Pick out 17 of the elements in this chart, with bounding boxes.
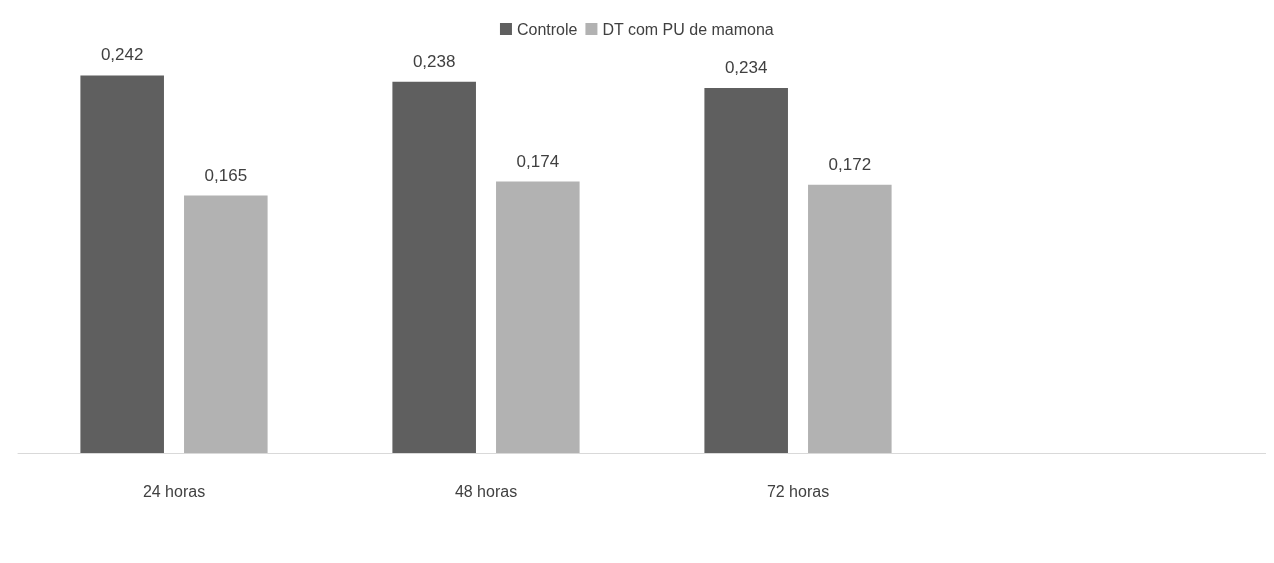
bar xyxy=(80,75,164,453)
bar xyxy=(184,195,268,453)
legend-label: DT com PU de mamona xyxy=(602,20,774,38)
bar xyxy=(392,81,476,453)
x-tick-label: 72 horas xyxy=(766,482,830,500)
data-label: 0,242 xyxy=(100,45,144,65)
x-tick-label: 48 horas xyxy=(454,482,518,500)
data-label: 0,238 xyxy=(412,51,456,71)
data-label: 0,165 xyxy=(204,165,248,185)
bar xyxy=(496,181,580,453)
bar xyxy=(704,87,788,453)
bar xyxy=(808,184,892,453)
legend-label: Controle xyxy=(516,20,578,38)
data-label: 0,174 xyxy=(516,151,560,171)
data-label: 0,234 xyxy=(724,57,768,77)
x-tick-label: 24 horas xyxy=(142,482,206,500)
data-label: 0,172 xyxy=(828,154,872,174)
